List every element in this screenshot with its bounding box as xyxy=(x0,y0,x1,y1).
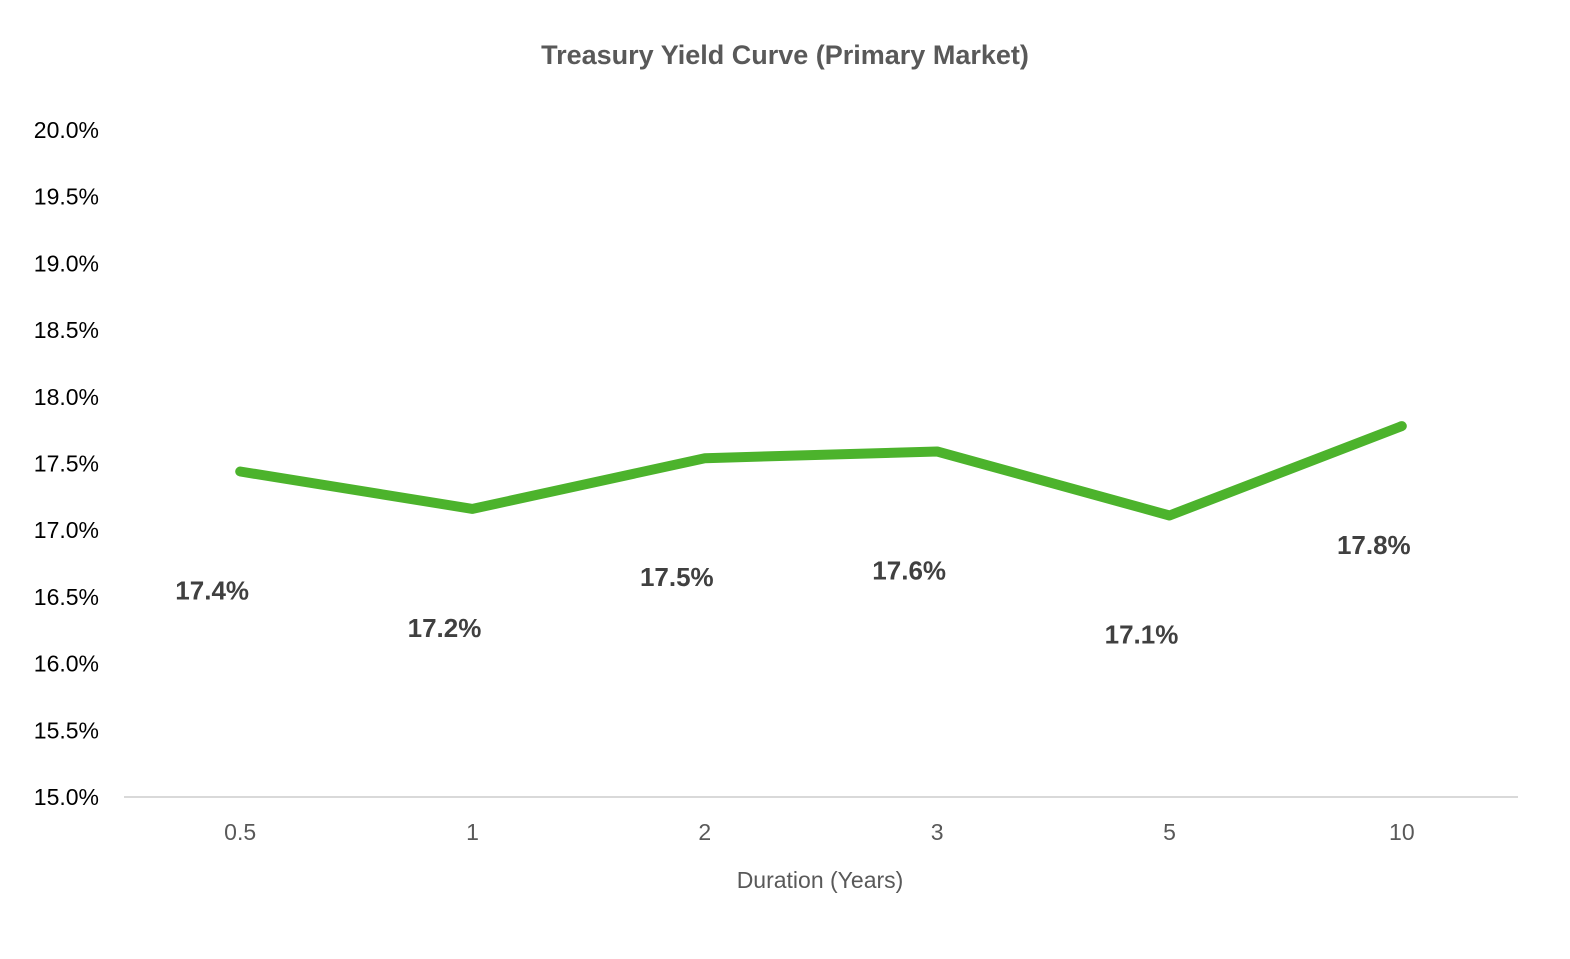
data-labels: 17.4% 17.2% 17.5% 17.6% 17.1% 17.8% xyxy=(175,530,1410,649)
data-label: 17.6% xyxy=(872,555,946,585)
data-label: 17.1% xyxy=(1105,620,1179,650)
y-tick-label: 16.5% xyxy=(34,584,99,610)
x-axis-label: Duration (Years) xyxy=(737,867,904,893)
y-tick-label: 20.0% xyxy=(34,117,99,143)
chart-title: Treasury Yield Curve (Primary Market) xyxy=(541,40,1029,70)
x-axis-ticks: 0.5 1 2 3 5 10 xyxy=(224,819,1414,845)
series-line xyxy=(235,421,1407,521)
y-tick-label: 18.5% xyxy=(34,317,99,343)
x-tick-label: 3 xyxy=(931,819,944,845)
data-label: 17.8% xyxy=(1337,530,1411,560)
x-tick-label: 1 xyxy=(466,819,479,845)
data-label: 17.4% xyxy=(175,576,249,606)
x-tick-label: 10 xyxy=(1389,819,1415,845)
x-tick-label: 2 xyxy=(698,819,711,845)
y-axis-ticks: 15.0% 15.5% 16.0% 16.5% 17.0% 17.5% 18.0% 18.5%… xyxy=(34,117,99,810)
y-tick-label: 15.5% xyxy=(34,717,99,743)
y-tick-label: 15.0% xyxy=(34,784,99,810)
x-tick-label: 0.5 xyxy=(224,819,256,845)
y-tick-label: 17.5% xyxy=(34,451,99,477)
data-label: 17.5% xyxy=(640,562,714,592)
y-tick-label: 17.0% xyxy=(34,517,99,543)
x-tick-label: 5 xyxy=(1163,819,1176,845)
y-tick-label: 19.5% xyxy=(34,184,99,210)
data-label: 17.2% xyxy=(408,613,482,643)
y-tick-label: 18.0% xyxy=(34,384,99,410)
y-tick-label: 16.0% xyxy=(34,651,99,677)
y-tick-label: 19.0% xyxy=(34,250,99,276)
